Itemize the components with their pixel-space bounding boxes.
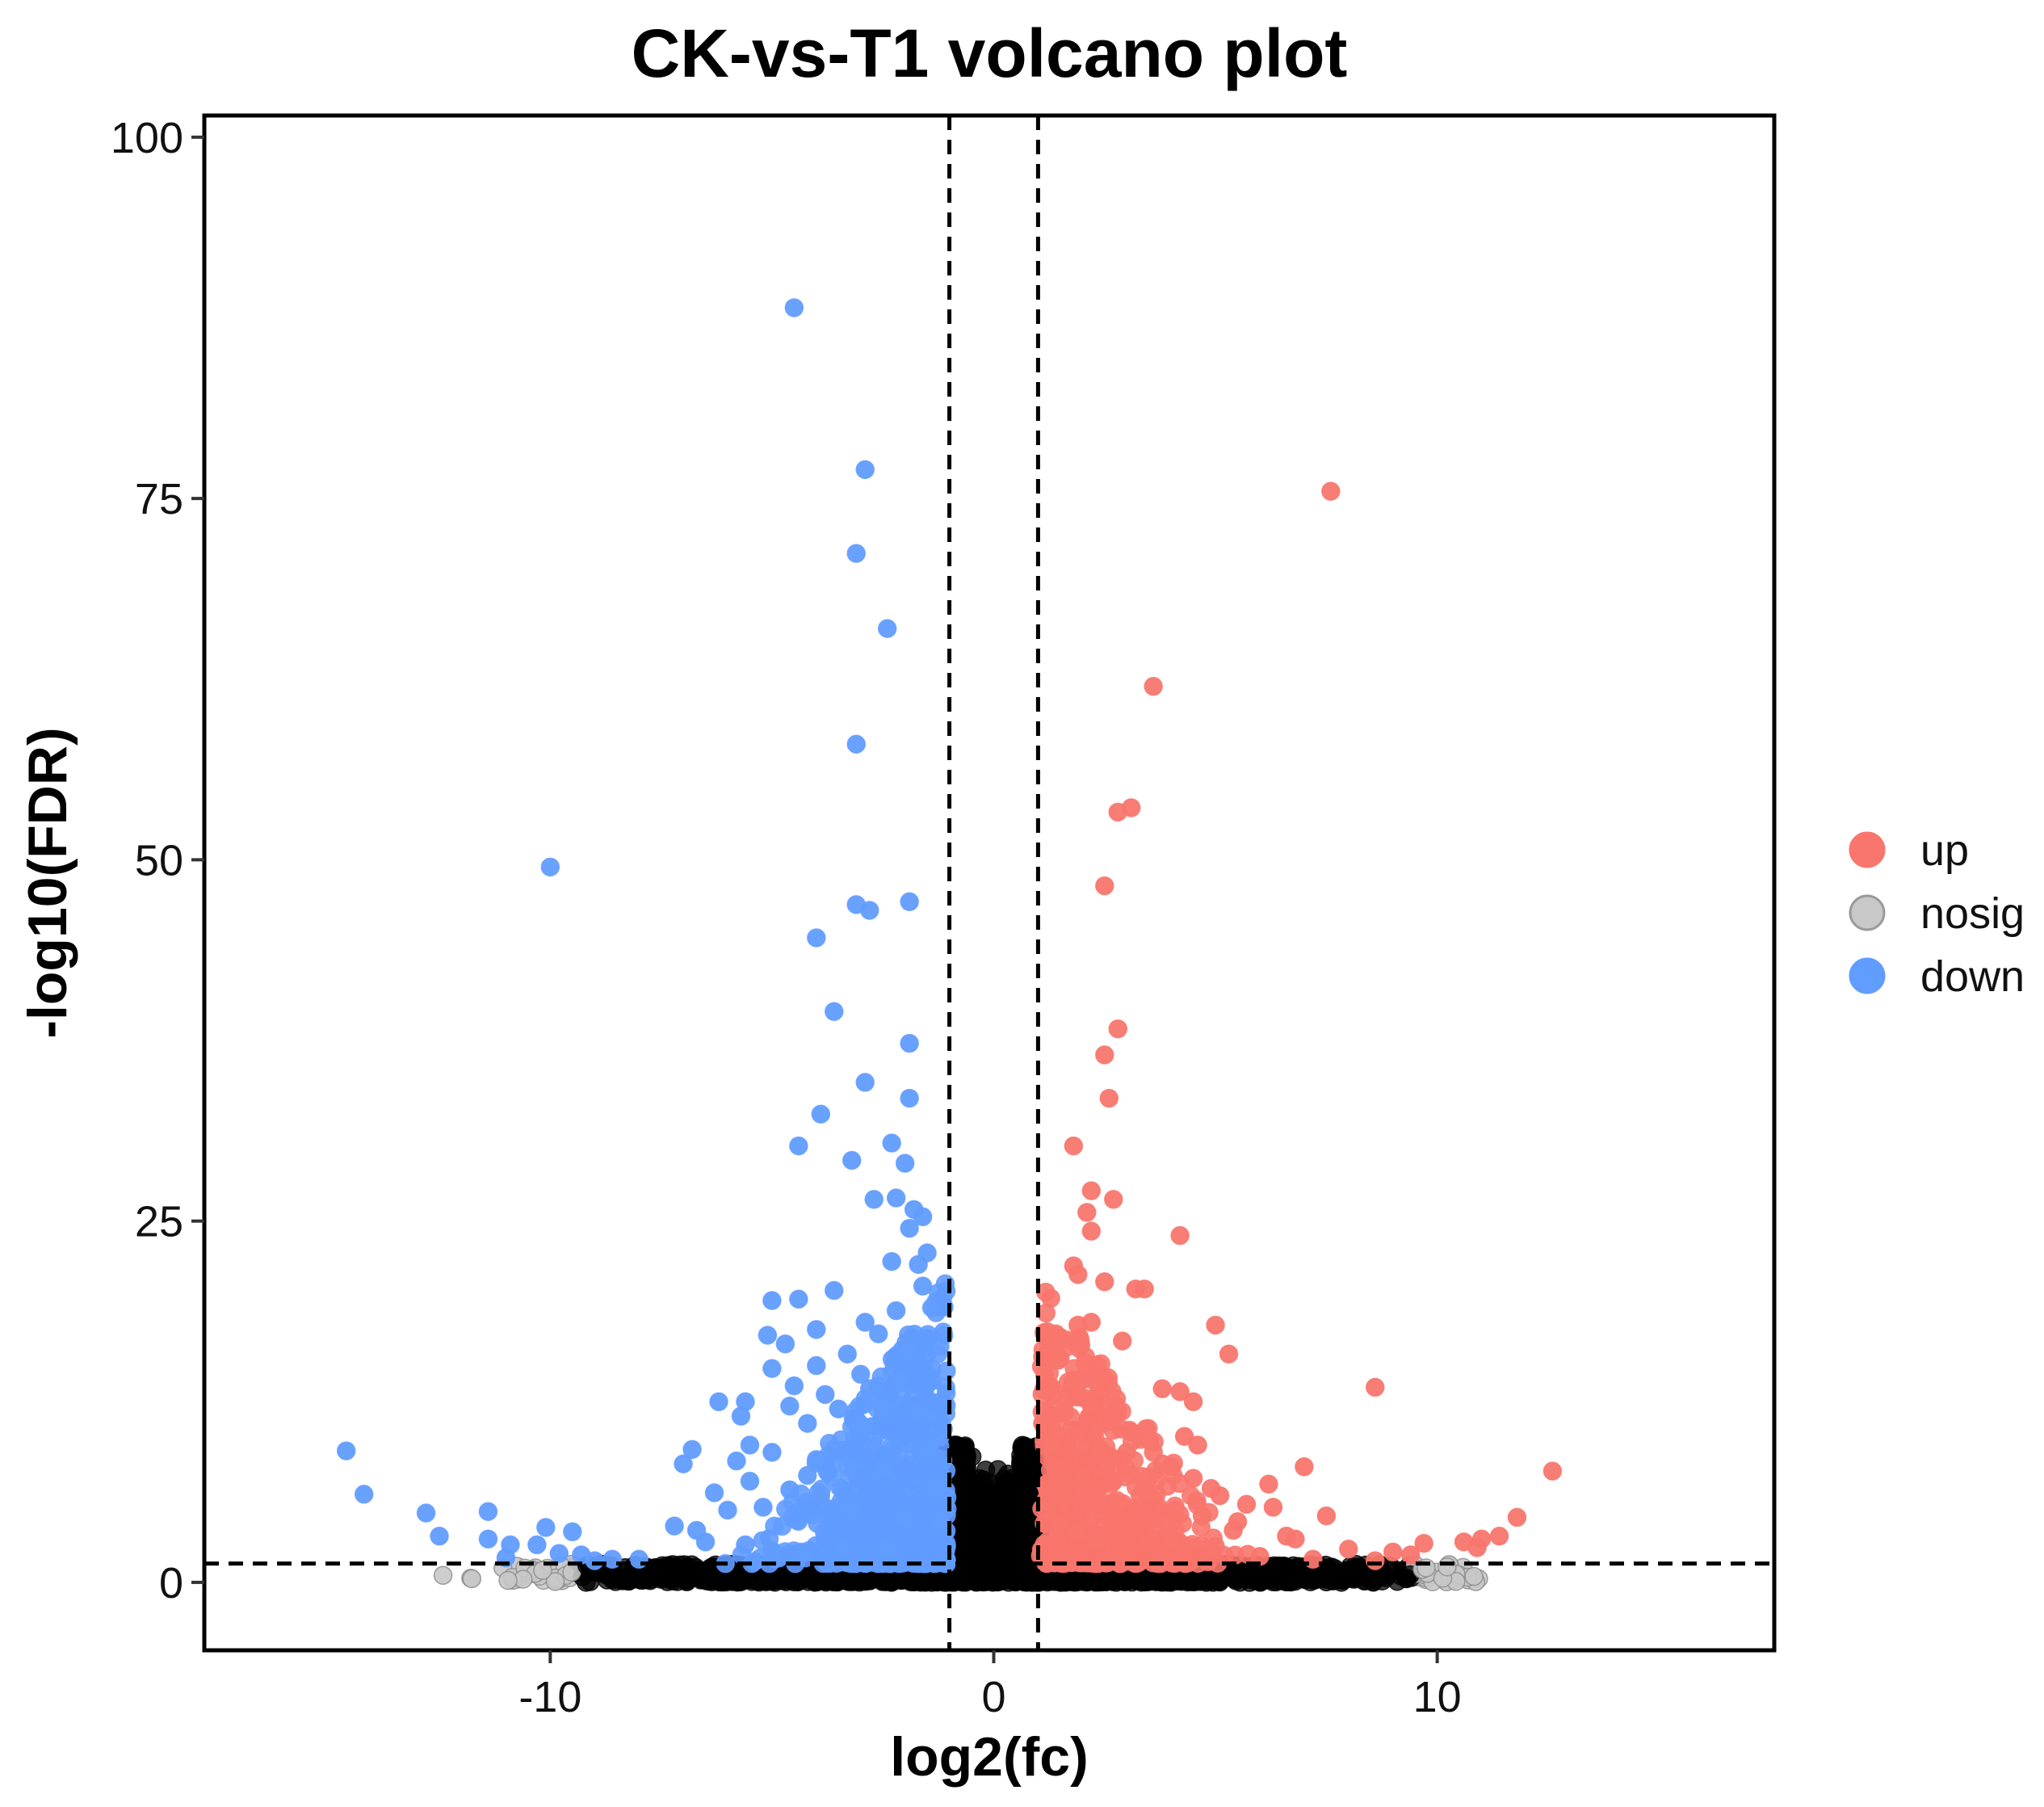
chart-title: CK-vs-T1 volcano plot [632, 15, 1348, 91]
nosig-point [433, 1565, 453, 1585]
nosig-point [1464, 1566, 1484, 1586]
nosig-point [462, 1569, 482, 1589]
